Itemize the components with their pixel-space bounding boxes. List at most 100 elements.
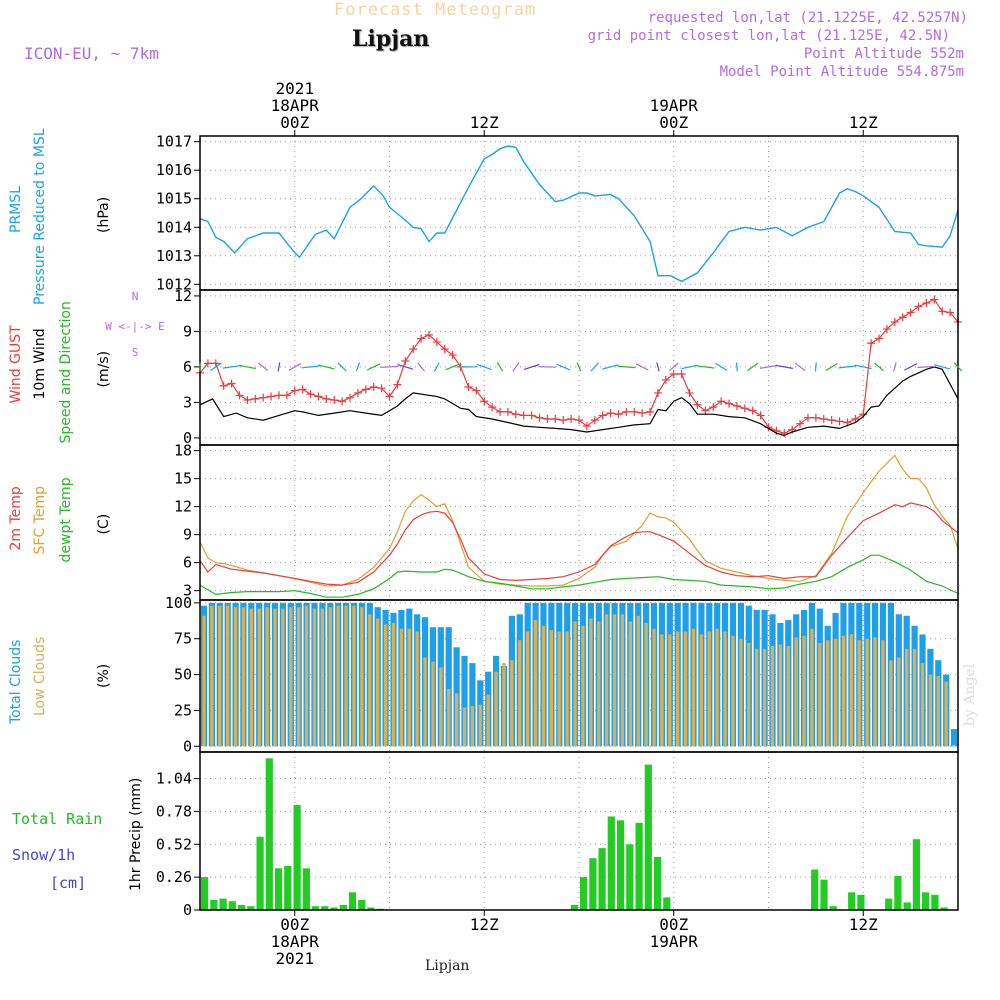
bar [570,904,578,910]
gust-marker [306,390,315,399]
bar [762,648,767,747]
panel-label: 10m Wind [32,328,48,399]
wind-arrow [904,363,918,371]
gust-marker [535,413,544,422]
ytick-label: 0 [183,901,192,919]
ytick-label: 100 [165,594,192,612]
ytick-label: 1.04 [156,770,192,788]
series-line [199,454,959,587]
wind-arrow [288,363,302,371]
gust-marker [424,330,433,339]
bar [731,635,735,747]
bar [549,630,553,747]
bar [951,729,958,747]
gust-marker [432,338,441,347]
gust-marker [669,370,678,379]
top-time-label: 12Z [470,113,499,132]
gust-marker [638,409,647,418]
bar [652,628,656,747]
panel-label: (C) [96,514,112,535]
top-time-label: 19APR [650,96,699,115]
ytick-label: 1016 [156,161,192,179]
gust-marker [243,396,252,405]
gust-marker [235,391,244,400]
ytick-label: 0 [183,737,192,755]
wind-arrow [934,364,951,370]
bar [238,904,246,910]
bar [848,892,856,910]
gust-marker [219,381,228,390]
bar [360,607,364,747]
ytick-label: 9 [183,322,192,340]
bar [573,621,577,747]
gust-marker [401,356,410,365]
ytick-label: 9 [183,526,192,544]
bar [841,635,846,747]
gust-marker [606,409,615,418]
bar [247,906,255,910]
gust-marker [274,391,283,400]
top-time-label: 00Z [659,113,688,132]
bar [321,906,329,910]
gust-marker [598,411,607,420]
bar [494,671,498,747]
ytick-label: 75 [174,630,192,648]
bar [778,644,782,747]
bar [201,877,209,910]
wind-arrow [874,362,884,372]
wind-arrow [635,363,649,371]
bar [376,618,380,747]
gust-marker [811,413,820,422]
bar [219,898,227,910]
panel-label: dewpt Temp [58,477,74,562]
gust-marker [732,401,741,410]
wind-arrow [512,362,520,372]
gust-marker [369,383,378,392]
bar [328,607,332,747]
bar [439,667,443,747]
model-label: ICON-EU, ~ 7km [24,44,159,63]
bar [889,660,893,747]
bar [399,628,403,747]
bar [920,663,925,747]
bar [284,865,292,910]
bar [304,605,309,747]
bar [626,844,634,910]
bar [462,707,467,747]
series-line [199,145,959,283]
gust-marker [559,416,568,425]
bar [391,622,396,747]
wind-arrow [337,362,347,372]
wind-arrow [397,364,414,370]
gust-marker [906,308,915,317]
bar [931,894,939,910]
panel-label: Pressure Reduced to MSL [32,128,48,305]
bar [431,661,435,747]
bar [557,631,561,747]
wind-arrow [355,362,361,372]
top-time-label: 2021 [275,79,314,98]
panel-label: 2m Temp [8,486,24,550]
gust-marker [748,406,757,415]
bar [423,657,427,747]
wind-arrow [854,364,872,370]
wind-arrow [736,362,738,372]
bar [676,631,680,747]
bar [829,906,837,910]
gust-marker [464,383,473,392]
bar [202,615,206,747]
bottom-time-label: 00Z [280,915,309,934]
wind-arrow [556,363,571,371]
ytick-label: 50 [174,666,192,684]
wind-arrow [538,366,557,368]
bar [755,648,759,747]
bar [668,634,672,747]
bar [894,875,902,910]
bar [383,624,388,747]
bar [348,892,357,910]
gust-marker [385,392,394,401]
bar [330,907,338,910]
gust-marker [417,334,426,343]
series-line [199,554,959,598]
